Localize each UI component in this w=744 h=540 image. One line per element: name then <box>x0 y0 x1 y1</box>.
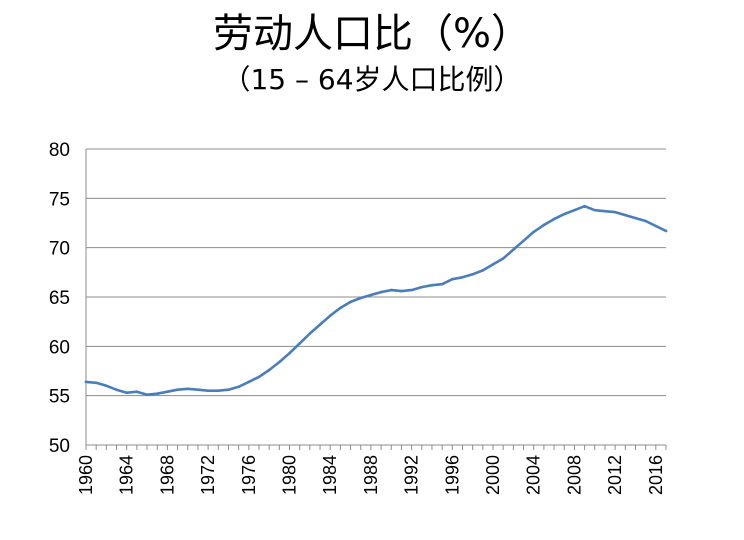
data-point <box>339 306 342 310</box>
data-point <box>135 390 139 394</box>
x-tick-label: 2004 <box>524 455 544 495</box>
data-point <box>206 389 210 393</box>
data-point <box>247 380 251 384</box>
x-tick-label: 1992 <box>402 455 422 495</box>
x-tick-label: 2008 <box>564 455 584 495</box>
y-tick-label: 65 <box>49 288 70 309</box>
data-point <box>583 204 586 208</box>
chart-subtitle: （15 – 64岁人口比例） <box>222 63 522 96</box>
x-tick-label: 1972 <box>198 455 218 495</box>
y-tick-label: 55 <box>49 387 70 408</box>
data-point <box>522 239 525 243</box>
data-point <box>613 210 617 214</box>
data-point <box>552 217 556 221</box>
x-tick-label: 2016 <box>646 455 666 495</box>
data-point <box>369 293 373 297</box>
x-tick-label: 1988 <box>361 455 381 495</box>
data-point <box>155 392 159 395</box>
data-point <box>410 288 413 292</box>
data-point <box>623 213 627 217</box>
y-tick-label: 75 <box>49 189 70 210</box>
data-point <box>532 230 536 234</box>
data-point <box>94 381 98 385</box>
data-point <box>318 323 322 326</box>
data-point <box>145 393 149 396</box>
data-point <box>196 388 200 392</box>
data-point <box>115 388 118 392</box>
data-point <box>634 216 637 220</box>
data-point <box>298 342 301 345</box>
data-point <box>512 248 515 251</box>
data-point <box>125 391 129 395</box>
data-point <box>216 389 220 393</box>
data-point <box>278 360 281 364</box>
data-point <box>308 332 312 335</box>
data-point <box>603 209 607 213</box>
y-tick-label: 70 <box>49 239 70 260</box>
chart-title: 劳动人口比（%） <box>212 11 531 57</box>
data-point <box>644 219 647 223</box>
data-point <box>573 208 576 212</box>
y-tick-label: 80 <box>49 140 70 161</box>
data-point <box>562 212 566 216</box>
x-tick-label: 1984 <box>320 455 340 495</box>
data-point <box>471 273 474 276</box>
data-point <box>461 275 464 279</box>
data-point <box>542 223 546 227</box>
data-point <box>400 289 403 293</box>
data-point <box>257 375 261 379</box>
data-point <box>359 296 363 300</box>
x-tick-label: 1980 <box>280 455 300 495</box>
data-point <box>267 368 271 372</box>
data-point <box>389 288 393 292</box>
data-point <box>105 384 108 388</box>
data-point <box>166 390 169 394</box>
data-point <box>664 229 668 233</box>
y-tick-label: 50 <box>49 436 70 457</box>
x-tick-label: 1960 <box>76 455 96 495</box>
data-point <box>176 388 179 392</box>
data-point <box>349 300 352 304</box>
data-point <box>440 282 444 286</box>
data-point <box>593 208 597 212</box>
data-point <box>481 269 485 272</box>
data-point <box>84 380 88 384</box>
data-point <box>379 290 383 294</box>
series-line <box>84 204 668 397</box>
data-point <box>288 351 291 355</box>
x-tick-label: 1968 <box>157 455 177 495</box>
data-point <box>430 283 434 287</box>
x-tick-label: 1996 <box>442 455 462 495</box>
data-point <box>501 257 505 260</box>
x-tick-label: 2012 <box>605 455 625 495</box>
x-tick-label: 2000 <box>483 455 503 495</box>
data-point <box>328 314 332 318</box>
data-point <box>186 387 190 391</box>
data-point <box>420 285 424 289</box>
data-point <box>227 388 230 392</box>
y-tick-label: 60 <box>49 337 70 358</box>
data-point <box>451 277 454 281</box>
data-point <box>491 263 495 266</box>
x-tick-label: 1964 <box>117 455 137 495</box>
x-tick-label: 1976 <box>239 455 259 495</box>
data-point <box>654 224 658 228</box>
data-point <box>237 385 240 389</box>
